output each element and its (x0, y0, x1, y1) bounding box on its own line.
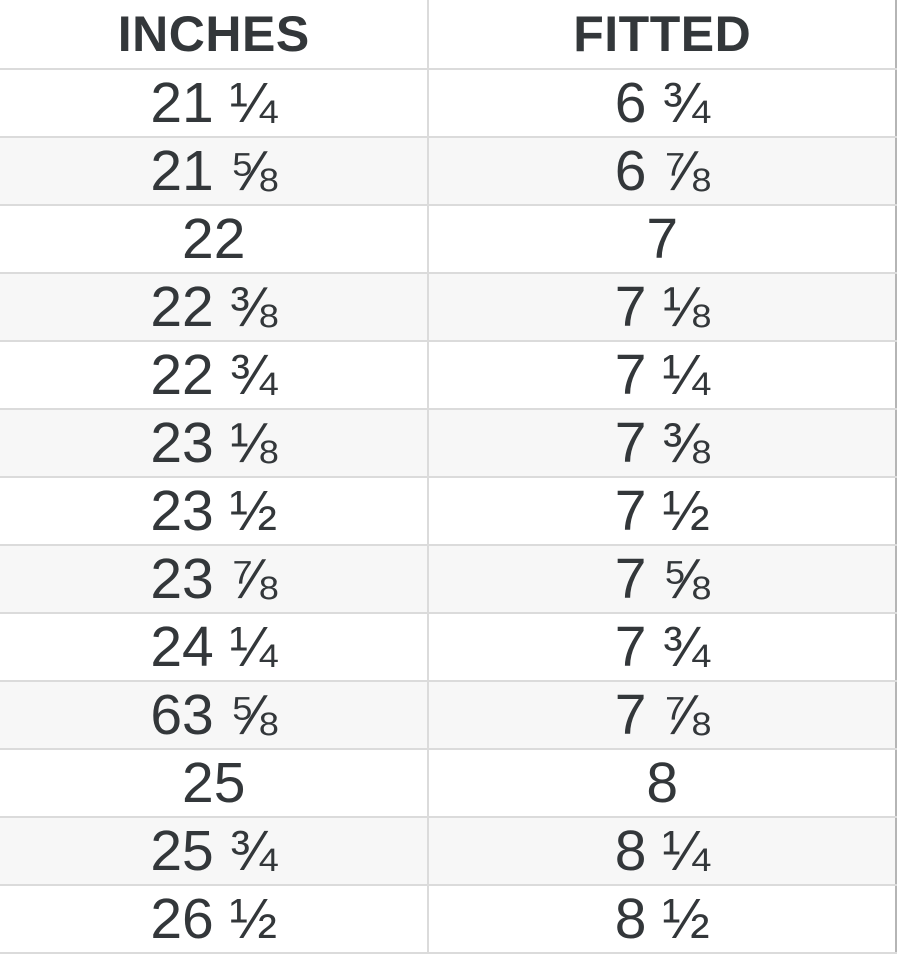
table-row: 25 8 (0, 749, 896, 818)
table-row: 25 ¾ 8 ¼ (0, 817, 896, 886)
table-row: 23 ⅞ 7 ⅝ (0, 545, 896, 614)
table-row: 21 ¼ 6 ¾ (0, 69, 896, 138)
column-header-fitted: FITTED (427, 0, 896, 70)
fitted-cell: 7 ½ (427, 477, 896, 546)
table-row: 24 ¼ 7 ¾ (0, 613, 896, 682)
inches-cell: 22 ¾ (0, 341, 429, 410)
fitted-cell: 8 ¼ (427, 817, 896, 886)
fitted-cell: 7 ⅜ (427, 409, 896, 478)
inches-cell: 21 ⅝ (0, 137, 429, 206)
table-row: 26 ½ 8 ½ (0, 885, 896, 954)
table-row: 23 ½ 7 ½ (0, 477, 896, 546)
fitted-cell: 7 ⅝ (427, 545, 896, 614)
inches-cell: 23 ⅛ (0, 409, 429, 478)
inches-cell: 22 (0, 205, 429, 274)
fitted-cell: 7 ¼ (427, 341, 896, 410)
table-row: 22 ⅜ 7 ⅛ (0, 273, 896, 342)
fitted-cell: 7 ¾ (427, 613, 896, 682)
inches-cell: 21 ¼ (0, 69, 429, 138)
inches-cell: 63 ⅝ (0, 681, 429, 750)
inches-cell: 26 ½ (0, 885, 429, 954)
fitted-cell: 8 (427, 749, 896, 818)
fitted-cell: 8 ½ (427, 885, 896, 954)
table-row: 21 ⅝ 6 ⅞ (0, 137, 896, 206)
inches-cell: 25 (0, 749, 429, 818)
table-row: 23 ⅛ 7 ⅜ (0, 409, 896, 478)
table-row: 63 ⅝ 7 ⅞ (0, 681, 896, 750)
table-row: 22 ¾ 7 ¼ (0, 341, 896, 410)
column-header-inches: INCHES (0, 0, 429, 70)
fitted-cell: 7 (427, 205, 896, 274)
header-row: INCHES FITTED (0, 0, 896, 70)
fitted-cell: 7 ⅛ (427, 273, 896, 342)
fitted-cell: 7 ⅞ (427, 681, 896, 750)
inches-cell: 25 ¾ (0, 817, 429, 886)
inches-cell: 23 ⅞ (0, 545, 429, 614)
table-row: 22 7 (0, 205, 896, 274)
inches-cell: 22 ⅜ (0, 273, 429, 342)
inches-cell: 24 ¼ (0, 613, 429, 682)
fitted-cell: 6 ⅞ (427, 137, 896, 206)
inches-cell: 23 ½ (0, 477, 429, 546)
fitted-cell: 6 ¾ (427, 69, 896, 138)
